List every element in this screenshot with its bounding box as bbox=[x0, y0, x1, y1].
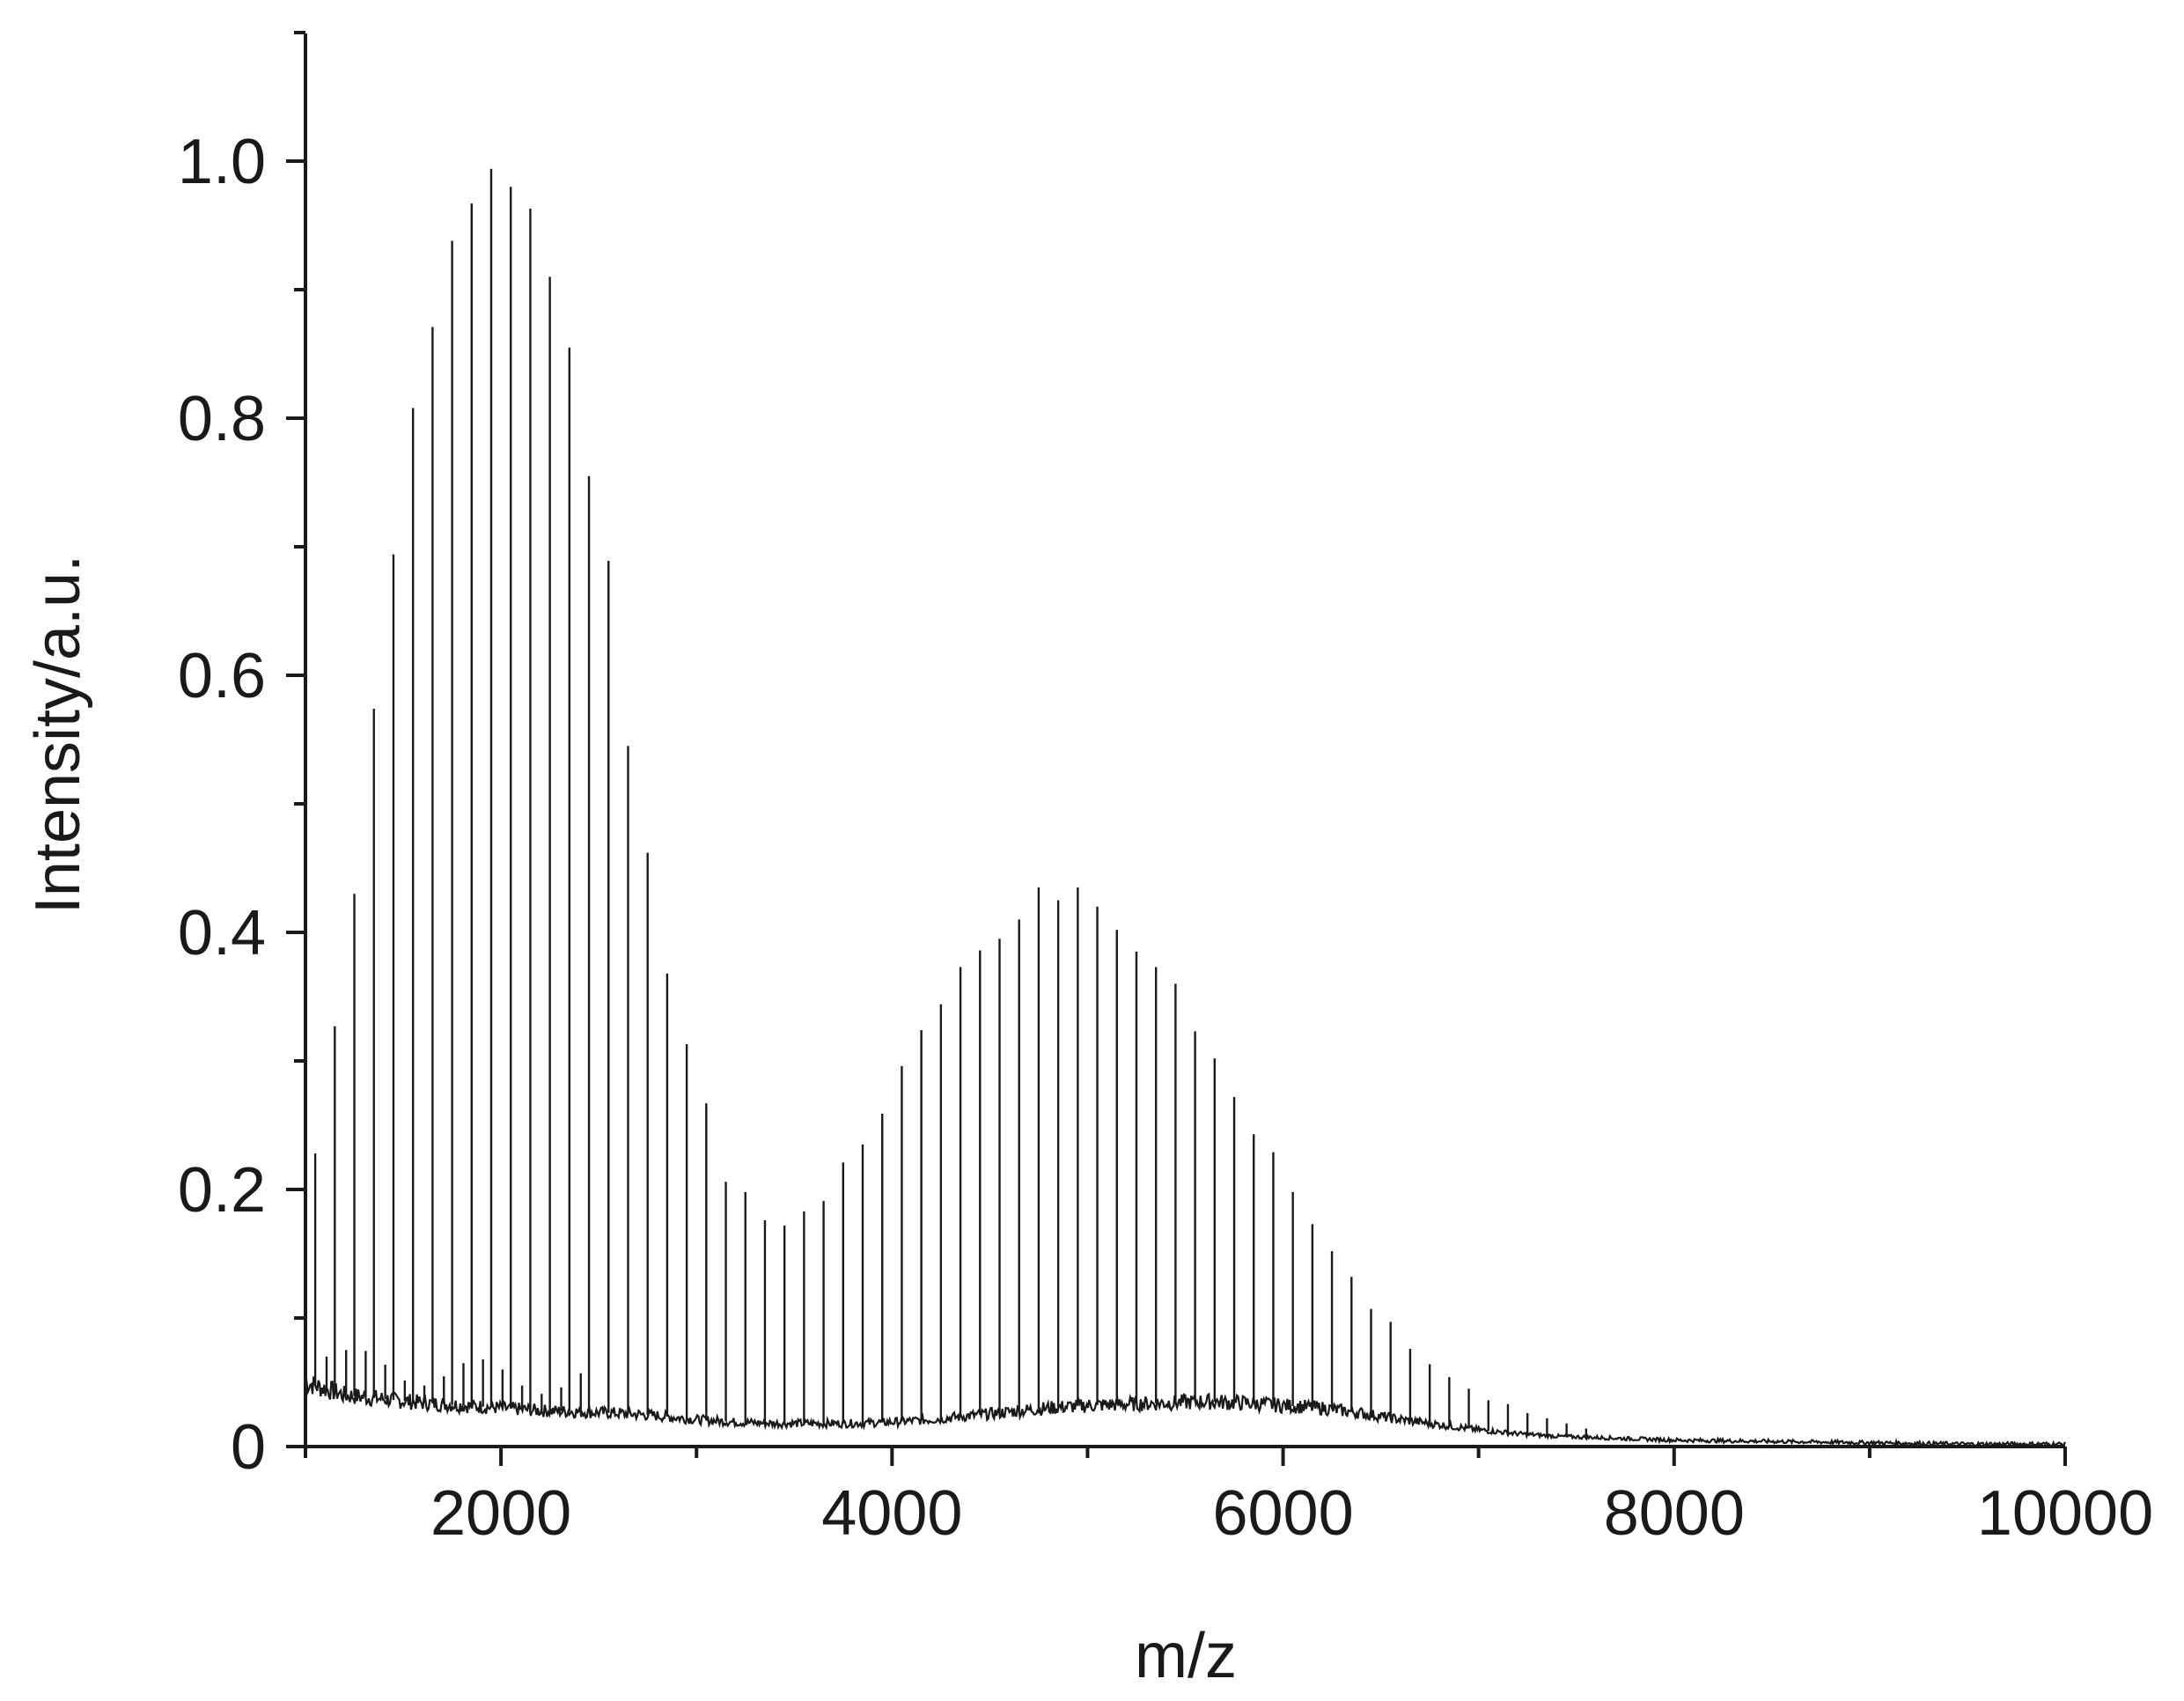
x-tick-label: 6000 bbox=[1212, 1478, 1353, 1549]
x-tick-label: 8000 bbox=[1604, 1478, 1745, 1549]
x-tick-label: 10000 bbox=[1977, 1478, 2153, 1549]
y-tick-label: 0.8 bbox=[178, 384, 266, 454]
x-tick-label: 4000 bbox=[821, 1478, 962, 1549]
x-axis-title: m/z bbox=[1135, 1621, 1237, 1691]
x-axis-ticks: 2000 4000 6000 8000 10000 bbox=[304, 1447, 2153, 1549]
y-tick-label: 1.0 bbox=[178, 127, 266, 197]
baseline-noise-line bbox=[305, 1376, 2066, 1448]
y-tick-label: 0.6 bbox=[178, 641, 266, 711]
y-tick-label: 0.4 bbox=[178, 898, 266, 968]
peak-series bbox=[313, 168, 1588, 1438]
plot-area bbox=[305, 168, 2066, 1448]
y-tick-label: 0.2 bbox=[178, 1155, 266, 1226]
axes: 2000 4000 6000 8000 10000 0 0.2 0.4 0.6 0.8 1.0 bbox=[178, 31, 2153, 1549]
x-tick-label: 2000 bbox=[430, 1478, 571, 1549]
y-axis-ticks: 0 0.2 0.4 0.6 0.8 1.0 bbox=[178, 31, 305, 1483]
y-axis-title: Intensity/a.u. bbox=[23, 555, 93, 914]
y-tick-label: 0 bbox=[231, 1412, 266, 1483]
